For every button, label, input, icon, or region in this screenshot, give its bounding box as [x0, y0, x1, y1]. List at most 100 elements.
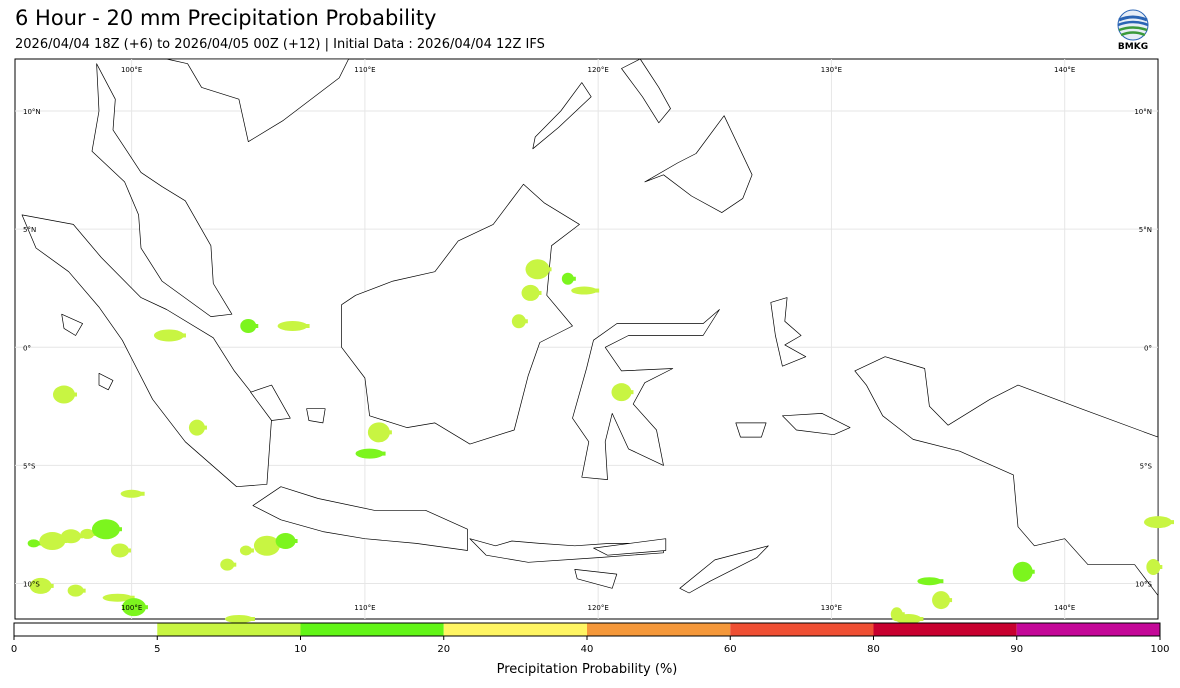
precip-cell — [917, 577, 942, 586]
lon-label-top: 120°E — [588, 66, 609, 74]
precip-cell — [37, 541, 42, 546]
precip-cell — [900, 612, 905, 617]
precip-cell — [120, 489, 143, 498]
precip-cell — [81, 588, 86, 593]
precip-cell — [240, 319, 257, 334]
landmass-new-guinea — [854, 356, 1159, 596]
precip-cell — [202, 425, 207, 430]
landmass-sumatra — [21, 214, 272, 488]
lon-label-bottom: 100°E — [121, 604, 142, 612]
precip-cell — [571, 286, 598, 295]
colorbar-bin — [873, 623, 1017, 636]
precip-cell — [367, 422, 390, 443]
landmass-bangka — [250, 384, 291, 421]
precip-cell — [1158, 565, 1163, 570]
lon-label-top: 100°E — [121, 66, 142, 74]
lat-label-left: 0° — [23, 344, 31, 352]
bmkg-logo-text: BMKG — [1117, 42, 1149, 52]
lon-label-top: 130°E — [821, 66, 842, 74]
precip-cell — [220, 558, 235, 571]
precip-cell — [153, 329, 184, 342]
colorbar-bin — [443, 623, 587, 636]
lon-label-top: 140°E — [1054, 66, 1075, 74]
landmass-belitung — [306, 408, 326, 424]
colorbar-bin — [157, 623, 301, 636]
precip-cell — [60, 529, 81, 544]
lon-label-bottom: 140°E — [1054, 604, 1075, 612]
precip-cell — [1146, 559, 1161, 576]
precip-cell — [561, 272, 574, 285]
precip-cell — [52, 385, 75, 404]
landmass-seram — [782, 413, 851, 436]
precip-cell — [919, 617, 924, 621]
colorbar-tick-label: 10 — [294, 644, 307, 655]
landmass-mindanao — [644, 115, 753, 213]
landmass-palawan — [532, 82, 592, 150]
graticule-labels: 100°E 100°E 110°E 110°E 120°E 120°E 130°E 130°E… — [23, 66, 1153, 612]
precip-cell — [91, 519, 120, 540]
colorbar-tick-label: 20 — [437, 644, 450, 655]
precip-cell — [78, 534, 83, 539]
precip-cell — [948, 598, 953, 603]
lat-label-right: 0° — [1144, 344, 1152, 352]
coastlines — [21, 58, 1159, 596]
precip-cell — [1012, 561, 1033, 582]
colorbar-tick-label: 100 — [1150, 644, 1169, 655]
lon-label-bottom: 110°E — [354, 604, 375, 612]
precip-cell — [1030, 569, 1035, 574]
landmass-timor — [679, 545, 769, 594]
precip-cell — [72, 392, 77, 397]
precip-cell — [1170, 520, 1174, 525]
lat-label-right: 5°N — [1139, 226, 1152, 234]
colorbar-label: Precipitation Probability (%) — [496, 662, 678, 677]
precip-cell — [232, 562, 237, 567]
precip-cell — [250, 617, 255, 621]
landmass-indochina — [166, 58, 349, 143]
colorbar-bin — [14, 623, 158, 636]
precip-cell — [629, 390, 634, 395]
lat-label-right: 10°S — [1135, 581, 1152, 589]
lon-label-bottom: 120°E — [588, 604, 609, 612]
colorbar-bin — [1016, 623, 1160, 636]
precip-cell — [253, 535, 280, 556]
colorbar-tick-label: 80 — [867, 644, 880, 655]
landmass-siberut — [98, 372, 114, 391]
precip-cell — [126, 548, 131, 553]
colorbar: 0 5 10 20 40 60 80 90 100 — [11, 622, 1170, 655]
colorbar-tick-label: 40 — [581, 644, 594, 655]
lat-label-left: 10°S — [23, 581, 40, 589]
precip-cell — [277, 321, 308, 332]
precip-cell — [939, 579, 944, 584]
precip-cell — [1144, 516, 1172, 529]
precip-cell — [547, 267, 552, 272]
colorbar-bin — [587, 623, 731, 636]
precip-cell — [611, 383, 632, 402]
landmass-borneo — [341, 183, 580, 445]
precip-cell — [188, 419, 205, 436]
precip-cell — [254, 324, 259, 329]
precip-cell — [571, 276, 576, 281]
precip-cell — [595, 288, 600, 293]
landmass-halmahera — [770, 297, 807, 367]
precip-cell — [29, 577, 52, 594]
landmass-sumba — [574, 569, 618, 589]
landmass-nias — [61, 313, 83, 336]
precip-cell — [110, 543, 129, 558]
precip-cell — [381, 451, 386, 456]
precip-cell — [102, 593, 133, 602]
bmkg-logo-icon — [1117, 9, 1149, 41]
precip-cell — [932, 591, 951, 610]
lat-label-left: 10°N — [23, 108, 41, 116]
precip-cell — [121, 598, 146, 617]
colorbar-tick-label: 90 — [1010, 644, 1023, 655]
precip-cell — [224, 615, 253, 623]
precip-cell — [130, 595, 135, 600]
precip-cell — [39, 532, 66, 551]
landmass-visayas-luzon — [621, 58, 671, 124]
lat-label-left: 5°N — [23, 226, 36, 234]
precip-cell — [523, 319, 528, 324]
lon-label-top: 110°E — [354, 66, 375, 74]
precip-cell — [387, 430, 392, 435]
precip-cell — [249, 548, 254, 553]
